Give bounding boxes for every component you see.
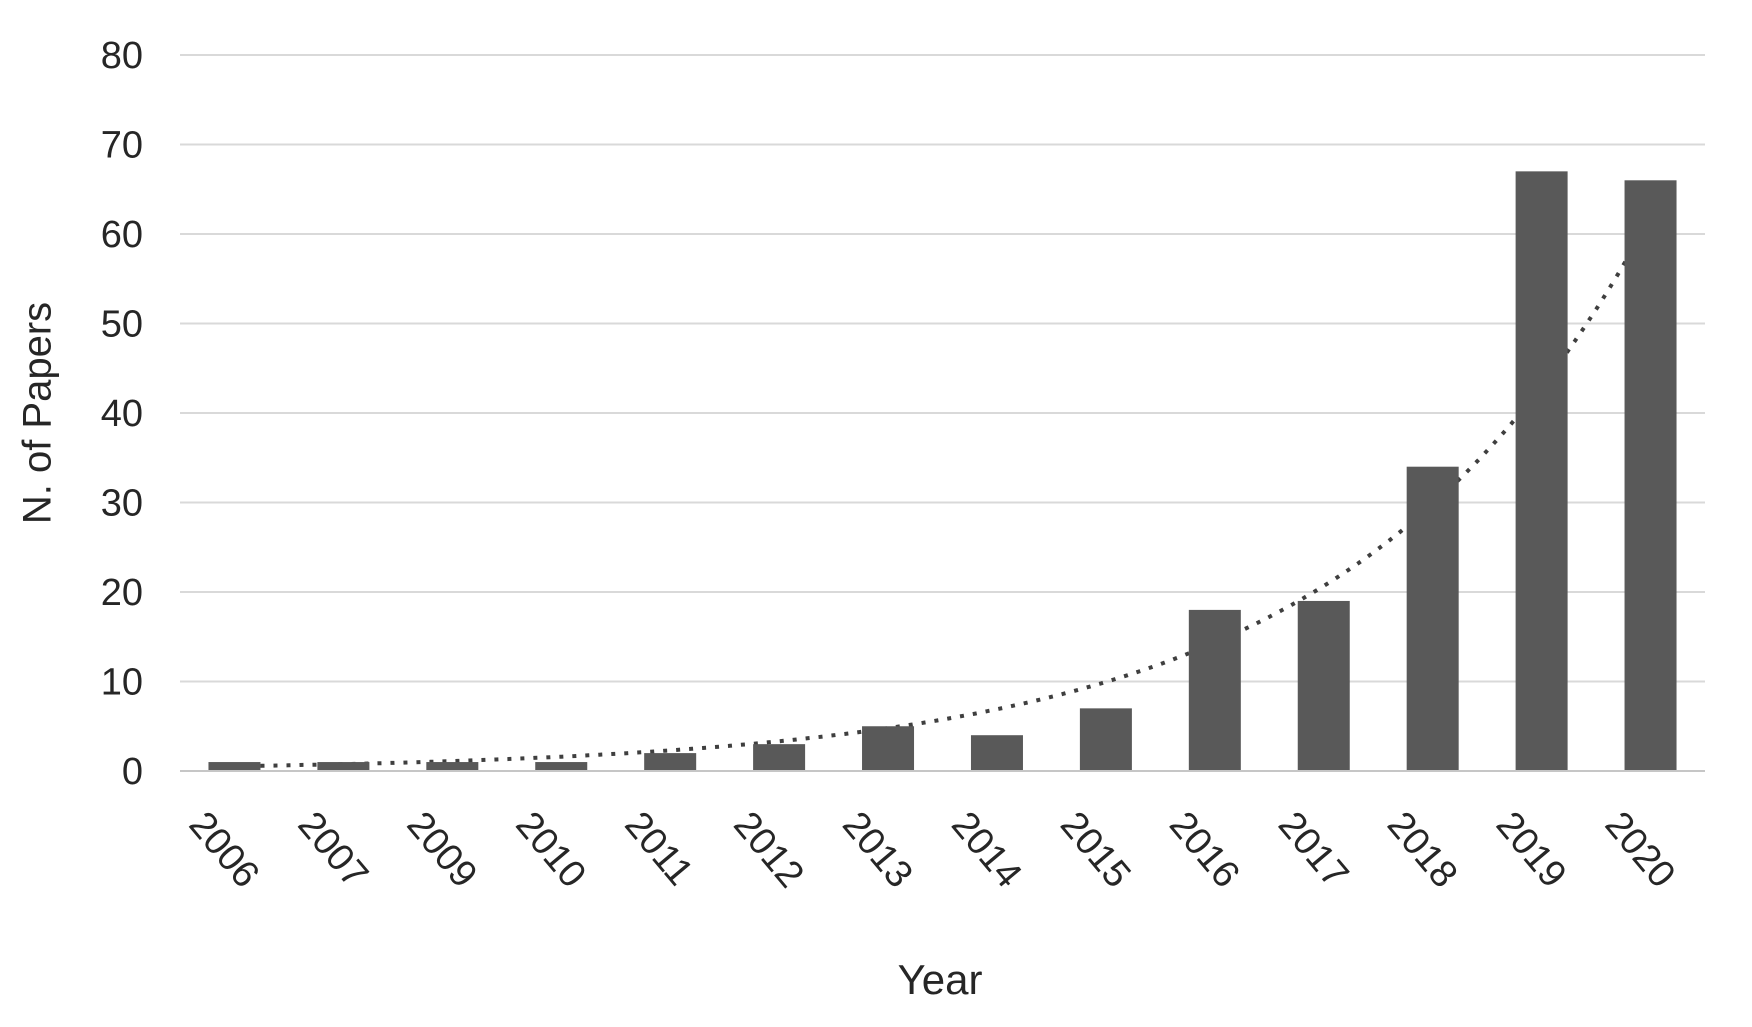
bar-2010 xyxy=(535,762,588,771)
x-tick-label: 2018 xyxy=(1379,804,1466,896)
bar-2020 xyxy=(1624,180,1677,772)
y-tick-label: 0 xyxy=(122,751,143,793)
x-tick-label: 2016 xyxy=(1161,804,1248,896)
y-tick-label: 50 xyxy=(101,304,143,346)
x-tick-label: 2020 xyxy=(1597,804,1684,896)
x-tick-label: 2007 xyxy=(290,804,377,896)
x-tick-label: 2015 xyxy=(1052,804,1139,896)
y-axis-title: N. of Papers xyxy=(15,301,60,525)
x-tick-label: 2009 xyxy=(398,804,485,896)
bar-2012 xyxy=(753,744,806,771)
bar-2014 xyxy=(970,735,1023,771)
y-tick-label: 40 xyxy=(101,393,143,435)
bar-2006 xyxy=(208,762,261,771)
x-tick-label: 2017 xyxy=(1270,804,1357,896)
bar-2018 xyxy=(1406,466,1459,771)
bar-2016 xyxy=(1188,609,1241,771)
x-tick-label: 2010 xyxy=(507,804,594,896)
y-tick-label: 10 xyxy=(101,662,143,704)
x-tick-label: 2019 xyxy=(1488,804,1575,896)
x-axis-title: Year xyxy=(897,956,983,1003)
bar-2015 xyxy=(1079,708,1132,771)
bar-2013 xyxy=(862,726,915,771)
y-tick-label: 80 xyxy=(101,35,143,77)
bar-2017 xyxy=(1297,600,1350,771)
y-tick-label: 20 xyxy=(101,572,143,614)
x-tick-label: 2006 xyxy=(181,804,268,896)
x-tick-label: 2011 xyxy=(616,804,701,894)
y-tick-label: 60 xyxy=(101,214,143,256)
bar-2011 xyxy=(644,753,697,771)
y-tick-label: 30 xyxy=(101,483,143,525)
x-tick-label: 2014 xyxy=(943,804,1030,896)
x-tick-label: 2013 xyxy=(834,804,921,896)
x-tick-label: 2012 xyxy=(725,804,812,896)
bar-2007 xyxy=(317,762,370,771)
y-tick-label: 70 xyxy=(101,125,143,167)
bar-2019 xyxy=(1515,171,1568,772)
bar-2009 xyxy=(426,762,479,771)
